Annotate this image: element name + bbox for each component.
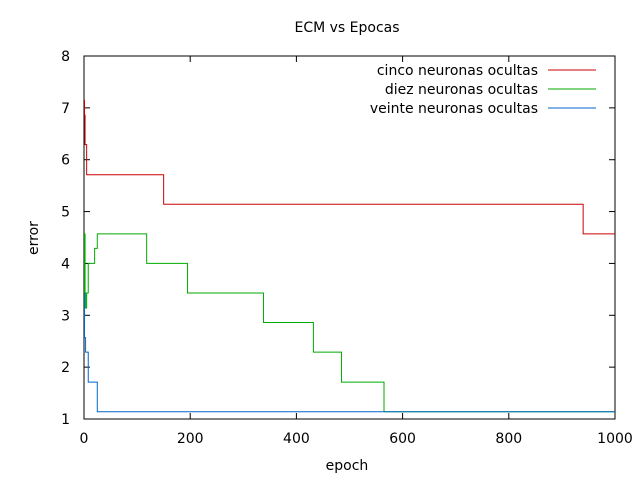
series-lines [84, 100, 615, 413]
y-tick-label: 4 [61, 256, 70, 272]
chart-title: ECM vs Epocas [294, 20, 399, 36]
x-tick-label: 600 [389, 431, 416, 447]
x-tick-label: 200 [177, 431, 204, 447]
y-tick-label: 1 [61, 412, 70, 428]
x-tick-label: 400 [283, 431, 310, 447]
y-tick-label: 8 [61, 49, 70, 65]
y-axis-label: error [26, 221, 42, 255]
legend-label: veinte neuronas ocultas [370, 101, 538, 117]
x-axis: 0 200 400 600 800 1000 [80, 56, 633, 447]
legend: cinco neuronas ocultas diez neuronas ocul… [370, 63, 596, 117]
y-tick-label: 7 [61, 101, 70, 117]
y-tick-label: 6 [61, 153, 70, 169]
x-tick-label: 1000 [597, 431, 633, 447]
series-line-2 [84, 233, 615, 413]
plot-area-frame [83, 55, 616, 420]
y-axis: 1 2 3 4 5 6 7 8 [61, 49, 615, 428]
legend-label: cinco neuronas ocultas [377, 63, 538, 79]
x-axis-label: epoch [326, 458, 369, 474]
legend-label: diez neuronas ocultas [385, 82, 538, 98]
y-tick-label: 3 [61, 308, 70, 324]
y-tick-label: 5 [61, 205, 70, 221]
x-tick-label: 0 [80, 431, 89, 447]
series-line-3 [84, 292, 615, 413]
x-tick-label: 800 [495, 431, 522, 447]
series-line-1 [84, 100, 615, 235]
y-tick-label: 2 [61, 360, 70, 376]
